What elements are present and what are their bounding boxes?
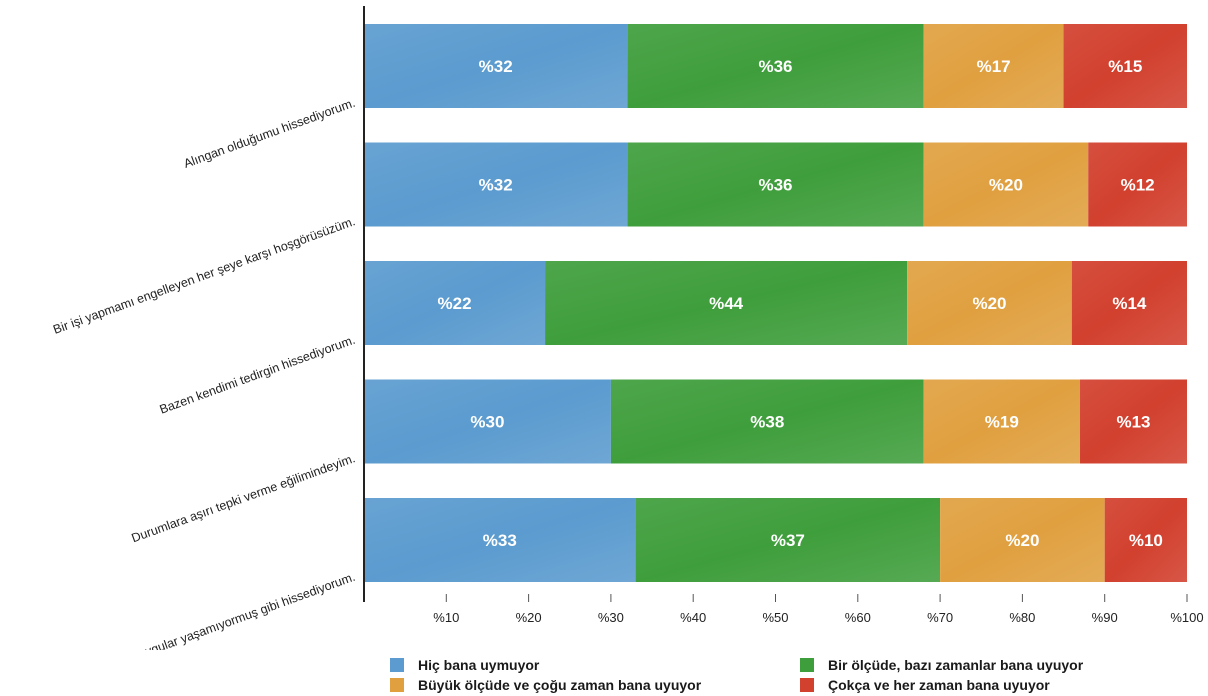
- bar-segment: [1080, 379, 1187, 464]
- bar-segment: [1088, 142, 1187, 227]
- bar-segment: [1104, 498, 1187, 582]
- bar-value-label: %38: [750, 413, 784, 432]
- bar-segment: [364, 261, 546, 345]
- legend-item-hic: Hiç bana uymuyor: [390, 656, 800, 674]
- legend-item-cokca: Çokça ve her zaman bana uyuyor: [800, 676, 1170, 694]
- bar-value-label: %19: [985, 413, 1019, 432]
- legend-label-buyuk-olcude: Büyük ölçüde ve çoğu zaman bana uyuyor: [418, 677, 702, 693]
- bar-value-label: %32: [479, 57, 513, 76]
- legend-swatch-buyuk-olcude: [390, 678, 404, 692]
- x-tick-label: %10: [433, 610, 459, 625]
- bar-segment: [1071, 261, 1187, 345]
- bar-segment: [923, 142, 1089, 227]
- bar-value-label: %14: [1112, 294, 1147, 313]
- bar-value-label: %30: [470, 413, 504, 432]
- bar-value-label: %32: [479, 176, 513, 195]
- bar-value-label: %13: [1116, 413, 1150, 432]
- bar-value-label: %20: [989, 176, 1023, 195]
- bar-segment: [610, 379, 924, 464]
- category-label: Alıngan olduğumu hissediyorum.: [182, 96, 357, 171]
- bar-value-label: %22: [438, 294, 472, 313]
- legend-swatch-cokca: [800, 678, 814, 692]
- legend: Hiç bana uymuyor Bir ölçüde, bazı zamanl…: [390, 656, 1170, 694]
- bar-value-label: %44: [709, 294, 744, 313]
- category-label: Bir işi yapmamı engelleyen her şeye karş…: [51, 214, 357, 337]
- bar-segment: [940, 498, 1105, 582]
- bar-segment: [923, 24, 1064, 108]
- category-label: Bazen kendimi tedirgin hissediyorum.: [158, 333, 357, 417]
- bar-value-label: %17: [977, 57, 1011, 76]
- bar-value-label: %33: [483, 531, 517, 550]
- bar-value-label: %36: [758, 176, 792, 195]
- bar-segment: [545, 261, 908, 345]
- category-label: Olumlu duygular yaşamıyormuş gibi hissed…: [90, 570, 357, 650]
- x-tick-label: %30: [598, 610, 624, 625]
- bar-segment: [907, 261, 1072, 345]
- legend-item-buyuk-olcude: Büyük ölçüde ve çoğu zaman bana uyuyor: [390, 676, 800, 694]
- bar-value-label: %12: [1121, 176, 1155, 195]
- bar-value-label: %15: [1108, 57, 1142, 76]
- bar-segment: [627, 24, 924, 108]
- x-tick-label: %80: [1009, 610, 1035, 625]
- bar-segment: [364, 142, 628, 227]
- bar-segment: [1063, 24, 1187, 108]
- legend-swatch-hic: [390, 658, 404, 672]
- x-tick-label: %60: [845, 610, 871, 625]
- x-tick-label: %70: [927, 610, 953, 625]
- x-tick-label: %100: [1170, 610, 1203, 625]
- bar-segment: [627, 142, 924, 227]
- bar-value-label: %20: [972, 294, 1006, 313]
- bar-segment: [635, 498, 941, 582]
- legend-item-bir-olcude: Bir ölçüde, bazı zamanlar bana uyuyor: [800, 656, 1170, 674]
- legend-label-cokca: Çokça ve her zaman bana uyuyor: [828, 677, 1050, 693]
- x-tick-label: %40: [680, 610, 706, 625]
- bar-value-label: %10: [1129, 531, 1163, 550]
- bar-value-label: %20: [1005, 531, 1039, 550]
- bar-segment: [923, 379, 1081, 464]
- x-tick-label: %20: [516, 610, 542, 625]
- legend-label-hic: Hiç bana uymuyor: [418, 657, 540, 673]
- bar-segment: [364, 498, 636, 582]
- bar-segment: [364, 379, 611, 464]
- legend-label-bir-olcude: Bir ölçüde, bazı zamanlar bana uyuyor: [828, 657, 1084, 673]
- category-label: Durumlara aşırı tepki verme eğilimindeyi…: [130, 451, 357, 545]
- chart-svg: %32 %36 %17 %15 Alıngan olduğumu hissediyoru…: [51, 6, 1204, 650]
- bar-value-label: %37: [771, 531, 805, 550]
- x-tick-label: %50: [762, 610, 788, 625]
- legend-swatch-bir-olcude: [800, 658, 814, 672]
- x-tick-label: %90: [1092, 610, 1118, 625]
- bar-segment: [364, 24, 628, 108]
- bar-value-label: %36: [758, 57, 792, 76]
